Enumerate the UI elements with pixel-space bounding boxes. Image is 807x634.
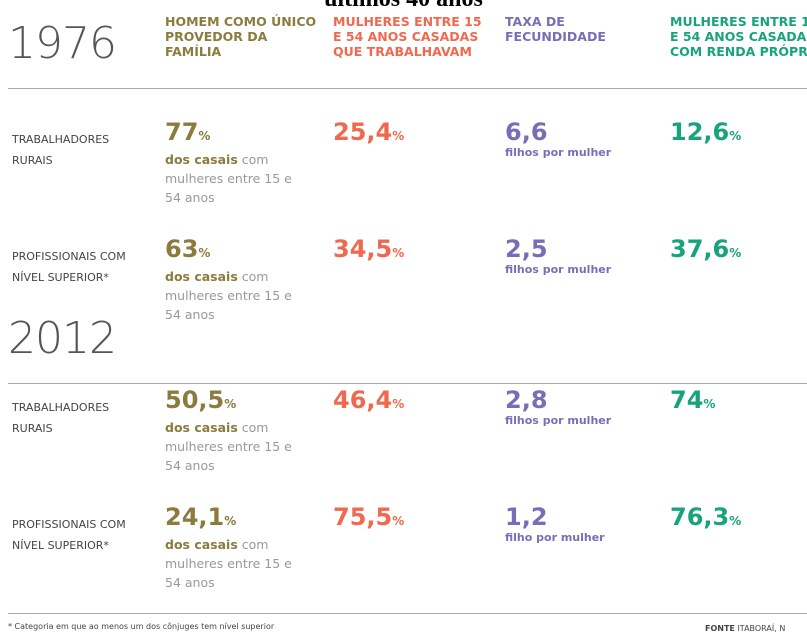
cell: 24,1% dos casais com mulheres entre 15 e … [165,503,295,592]
note-bold: filhos por mulher [505,414,612,427]
rule [8,88,807,89]
column-header: MULHERES ENTRE 15 E 54 ANOS CASADAS QUE … [333,14,482,59]
value-number: 74 [670,386,704,414]
value-number: 12,6 [670,118,730,146]
value-unit: % [703,397,716,411]
row-label: PROFISSIONAIS COM NÍVEL SUPERIOR* [12,250,126,284]
row-label: PROFISSIONAIS COM NÍVEL SUPERIOR* [12,518,126,552]
value-unit: % [392,514,405,528]
footnote: * Categoria em que ao menos um dos cônju… [8,622,275,631]
value-unit: % [224,397,237,411]
value-unit: % [392,129,405,143]
value-note: filhos por mulher [505,263,635,277]
value-note: filhos por mulher [505,146,635,160]
note-bold: filho por mulher [505,531,605,544]
cell: 25,4% [333,118,404,150]
cell: 12,6% [670,118,741,150]
column-header: MULHERES ENTRE 15 E 54 ANOS CASADAS COM … [670,14,807,59]
value: 1,2 [505,503,635,531]
value: 6,6 [505,118,635,146]
value-note: dos casais com mulheres entre 15 e 54 an… [165,418,295,475]
note-bold: dos casais [165,152,238,167]
value-unit: % [729,246,742,260]
value-unit: % [198,246,211,260]
row-label: TRABALHADORES RURAIS [12,401,110,435]
cell: 46,4% [333,386,404,418]
note-text: com mulheres entre 15 e 54 anos [165,420,292,473]
value: 25,4% [333,118,404,150]
value-note: filho por mulher [505,531,635,545]
value-unit: % [198,129,211,143]
cell: 34,5% [333,235,404,267]
value: 12,6% [670,118,741,150]
value: 74% [670,386,715,418]
value-number: 63 [165,235,199,263]
cell: 76,3% [670,503,741,535]
value-number: 2,8 [505,386,548,414]
cell: 37,6% [670,235,741,267]
note-bold: filhos por mulher [505,146,612,159]
value-note: dos casais com mulheres entre 15 e 54 an… [165,150,295,207]
value-number: 77 [165,118,199,146]
value: 24,1% [165,503,295,535]
value-unit: % [392,246,405,260]
cell: 74% [670,386,715,418]
rule [8,613,807,614]
source-text: ITABORAÍ, N [737,624,786,633]
year: 2012 [8,313,117,364]
value: 50,5% [165,386,295,418]
note-bold: dos casais [165,537,238,552]
column-header: HOMEM COMO ÚNICO PROVEDOR DA FAMÍLIA [165,14,317,59]
value: 2,8 [505,386,635,414]
note-bold: dos casais [165,269,238,284]
source-label: FONTE [705,624,735,633]
cell: 2,5 filhos por mulher [505,235,635,277]
value: 77% [165,118,295,150]
value-number: 75,5 [333,503,393,531]
note-bold: filhos por mulher [505,263,612,276]
note-text: com mulheres entre 15 e 54 anos [165,537,292,590]
value-unit: % [729,129,742,143]
value: 37,6% [670,235,741,267]
value-unit: % [729,514,742,528]
title: últimos 40 anos [0,0,807,13]
value-number: 24,1 [165,503,225,531]
value-note: dos casais com mulheres entre 15 e 54 an… [165,267,295,324]
value-number: 1,2 [505,503,548,531]
cell: 1,2 filho por mulher [505,503,635,545]
value: 63% [165,235,295,267]
value-note: filhos por mulher [505,414,635,428]
value-number: 34,5 [333,235,393,263]
value-unit: % [392,397,405,411]
cell: 63% dos casais com mulheres entre 15 e 54… [165,235,295,324]
note-bold: dos casais [165,420,238,435]
value-number: 46,4 [333,386,393,414]
cell: 6,6 filhos por mulher [505,118,635,160]
value: 34,5% [333,235,404,267]
value-number: 37,6 [670,235,730,263]
row-label: TRABALHADORES RURAIS [12,133,110,167]
cell: 2,8 filhos por mulher [505,386,635,428]
value-unit: % [224,514,237,528]
year: 1976 [8,18,117,69]
source: FONTE ITABORAÍ, N [705,624,785,633]
value-number: 2,5 [505,235,548,263]
value-number: 6,6 [505,118,548,146]
value-number: 76,3 [670,503,730,531]
note-text: com mulheres entre 15 e 54 anos [165,152,292,205]
cell: 50,5% dos casais com mulheres entre 15 e … [165,386,295,475]
value-number: 50,5 [165,386,225,414]
cell: 77% dos casais com mulheres entre 15 e 54… [165,118,295,207]
value: 75,5% [333,503,404,535]
value: 46,4% [333,386,404,418]
value: 2,5 [505,235,635,263]
value-number: 25,4 [333,118,393,146]
note-text: com mulheres entre 15 e 54 anos [165,269,292,322]
value: 76,3% [670,503,741,535]
cell: 75,5% [333,503,404,535]
column-header: TAXA DE FECUNDIDADE [505,14,606,44]
value-note: dos casais com mulheres entre 15 e 54 an… [165,535,295,592]
rule [8,383,807,384]
